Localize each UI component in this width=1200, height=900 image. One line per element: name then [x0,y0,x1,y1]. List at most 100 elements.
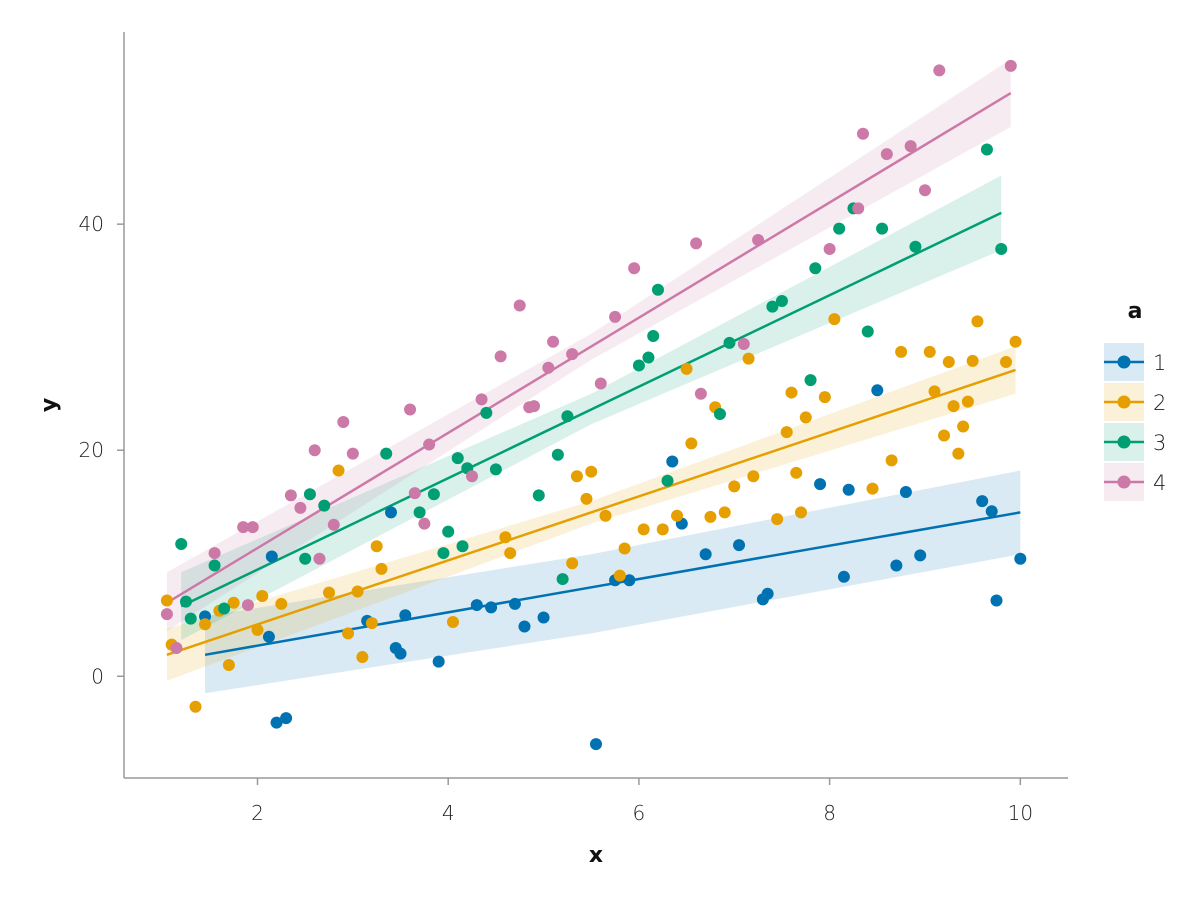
data-point-2 [790,466,803,479]
data-point-4 [284,489,297,502]
data-point-4 [542,361,555,374]
data-point-3 [184,612,197,625]
data-point-1 [842,483,855,496]
data-point-2 [160,594,173,607]
data-point-2 [747,470,760,483]
data-point-4 [418,517,431,530]
data-point-1 [518,620,531,633]
data-point-2 [952,447,965,460]
data-point-4 [313,552,326,565]
data-point-1 [814,478,827,491]
data-point-4 [628,262,641,275]
legend-marker [1117,395,1131,409]
legend-marker [1117,355,1131,369]
data-point-2 [957,420,970,433]
data-point-2 [656,523,669,536]
data-point-4 [609,310,622,323]
data-point-3 [489,463,502,476]
x-tick-label: 6 [633,801,646,825]
y-axis-ticks: 0 20 40 [79,212,124,688]
data-point-3 [437,547,450,560]
data-point-2 [828,313,841,326]
data-point-4 [566,348,579,361]
legend-item-1: 1 [1104,343,1166,381]
x-axis-title: x [589,843,603,868]
data-point-3 [442,525,455,538]
data-point-2 [570,470,583,483]
fit-line-2 [166,368,1016,656]
data-point-4 [237,521,250,534]
data-point-4 [241,599,254,612]
data-point-2 [685,437,698,450]
data-point-2 [580,492,593,505]
data-point-1 [280,712,293,725]
data-point-1 [399,609,412,622]
legend-label: 4 [1153,471,1166,495]
data-point-2 [680,362,693,375]
legend-marker [1117,435,1131,449]
confidence-band-4 [166,59,1011,632]
data-point-3 [651,283,664,296]
data-point-2 [923,345,936,358]
legend-items: 1 2 3 4 [1104,343,1166,501]
data-point-3 [647,330,660,343]
data-point-4 [208,547,221,560]
data-point-1 [899,486,912,499]
data-point-2 [799,411,812,424]
legend-item-2: 2 [1104,383,1166,421]
data-point-4 [528,400,541,413]
data-point-2 [966,354,979,367]
data-point-4 [852,202,865,215]
data-point-2 [613,569,626,582]
data-point-1 [623,574,636,587]
data-point-2 [365,617,378,630]
data-point-2 [251,623,264,636]
data-point-2 [618,542,631,555]
data-point-4 [547,335,560,348]
data-point-1 [1014,552,1027,565]
data-point-2 [895,345,908,358]
legend-item-3: 3 [1104,423,1166,461]
data-point-2 [356,651,369,664]
legend-label: 1 [1153,351,1166,375]
data-point-2 [785,386,798,399]
data-point-2 [599,509,612,522]
data-point-2 [375,562,388,575]
data-point-3 [980,143,993,156]
data-point-3 [556,573,569,586]
data-point-2 [671,509,684,522]
data-point-2 [342,627,355,640]
data-point-4 [466,470,479,483]
data-point-1 [890,559,903,572]
data-point-2 [818,391,831,404]
data-point-4 [246,521,259,534]
data-point-3 [218,602,231,615]
legend-title: a [1128,299,1143,324]
data-point-2 [1000,356,1013,369]
x-tick-label: 2 [251,801,264,825]
x-tick-label: 8 [823,801,836,825]
data-point-4 [933,64,946,77]
data-point-4 [737,337,750,350]
data-point-3 [532,489,545,502]
data-point-2 [222,658,235,671]
data-point-1 [699,548,712,561]
data-point-4 [690,237,703,250]
data-point-2 [795,506,808,519]
data-point-3 [179,595,192,608]
x-tick-label: 10 [1008,801,1033,825]
data-point-4 [160,608,173,621]
data-point-2 [504,547,517,560]
data-point-4 [880,148,893,161]
data-point-3 [713,408,726,421]
data-point-2 [323,586,336,599]
data-point-2 [446,616,459,629]
fit-line-3 [180,211,1002,608]
y-tick-label: 40 [79,212,104,236]
data-point-1 [508,597,521,610]
data-point-4 [918,184,931,197]
data-point-4 [823,243,836,256]
data-point-3 [551,448,564,461]
data-point-2 [928,385,941,398]
data-point-4 [408,487,421,500]
